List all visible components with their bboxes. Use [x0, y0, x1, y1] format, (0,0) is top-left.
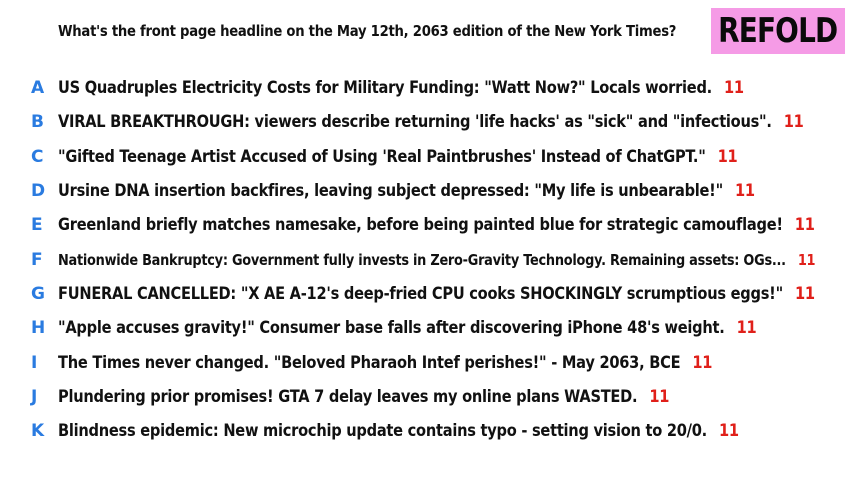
refold-logo: REFOLD: [711, 8, 845, 54]
answer-text: Plundering prior promises! GTA 7 delay l…: [58, 386, 670, 407]
answer-text: Ursine DNA insertion backfires, leaving …: [58, 181, 755, 202]
answer-count: 11: [719, 421, 739, 442]
answer-item-g[interactable]: G FUNERAL CANCELLED: "X AE A-12's deep-f…: [0, 277, 853, 311]
answer-count: 11: [736, 318, 757, 339]
answer-text: Nationwide Bankruptcy: Government fully …: [58, 250, 816, 269]
answer-item-c[interactable]: C "Gifted Teenage Artist Accused of Usin…: [0, 140, 853, 174]
answer-item-k[interactable]: K Blindness epidemic: New microchip upda…: [0, 414, 853, 448]
answer-count: 11: [794, 283, 815, 304]
question-text: What's the front page headline on the Ma…: [58, 22, 677, 40]
logo-text: REFOLD: [718, 11, 838, 51]
answer-item-a[interactable]: A US Quadruples Electricity Costs for Mi…: [0, 71, 853, 105]
answer-letter: E: [31, 215, 43, 236]
answer-count: 11: [717, 146, 738, 167]
answer-letter: K: [31, 421, 45, 442]
answer-letter: D: [31, 181, 46, 202]
answer-letter: B: [31, 112, 44, 133]
answer-text: FUNERAL CANCELLED: "X AE A-12's deep-fri…: [58, 283, 815, 304]
answer-letter: I: [31, 352, 38, 373]
answer-text: Blindness epidemic: New microchip update…: [58, 421, 739, 442]
answer-letter: G: [31, 283, 45, 304]
answer-text: VIRAL BREAKTHROUGH: viewers describe ret…: [58, 112, 804, 133]
answer-text: The Times never changed. "Beloved Pharao…: [58, 352, 713, 373]
answer-item-b[interactable]: B VIRAL BREAKTHROUGH: viewers describe r…: [0, 105, 853, 139]
answer-item-d[interactable]: D Ursine DNA insertion backfires, leavin…: [0, 174, 853, 208]
answer-letter: J: [31, 386, 38, 407]
answer-letter: C: [31, 146, 44, 167]
answer-text: US Quadruples Electricity Costs for Mili…: [58, 78, 744, 99]
answer-text: Greenland briefly matches namesake, befo…: [58, 215, 815, 236]
answer-letter: F: [31, 249, 43, 270]
answer-letter: H: [31, 318, 46, 339]
answer-item-j[interactable]: J Plundering prior promises! GTA 7 delay…: [0, 380, 853, 414]
answer-letter: A: [31, 78, 45, 99]
answer-list: A US Quadruples Electricity Costs for Mi…: [0, 71, 853, 448]
answer-item-f[interactable]: F Nationwide Bankruptcy: Government full…: [0, 242, 853, 276]
answer-count: 11: [735, 181, 755, 202]
answer-count: 11: [794, 215, 815, 236]
answer-item-e[interactable]: E Greenland briefly matches namesake, be…: [0, 208, 853, 242]
answer-count: 11: [724, 78, 744, 99]
answer-text: "Apple accuses gravity!" Consumer base f…: [58, 318, 757, 339]
answer-item-i[interactable]: I The Times never changed. "Beloved Phar…: [0, 345, 853, 379]
answer-count: 11: [783, 112, 804, 133]
answer-count: 11: [797, 250, 816, 269]
answer-text: "Gifted Teenage Artist Accused of Using …: [58, 146, 738, 167]
answer-item-h[interactable]: H "Apple accuses gravity!" Consumer base…: [0, 311, 853, 345]
answer-count: 11: [649, 386, 670, 407]
answer-count: 11: [692, 352, 713, 373]
